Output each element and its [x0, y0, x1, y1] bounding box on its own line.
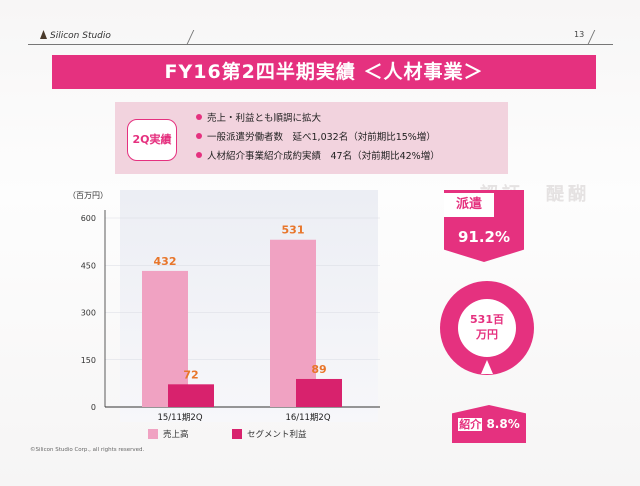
- logo-mark-icon: [40, 30, 47, 39]
- company-logo: Silicon Studio: [40, 30, 111, 41]
- header-rule: [28, 44, 613, 45]
- legend-item-sales: 売上高: [148, 428, 189, 440]
- y-tick-label: 600: [81, 214, 96, 223]
- referral-percent: 8.8%: [486, 417, 520, 431]
- legend-swatch: [232, 429, 242, 439]
- highlights-badge: 2Q実績: [127, 119, 177, 161]
- dispatch-label: 派遣: [444, 193, 494, 217]
- x-tick-label: 15/11期2Q: [157, 413, 202, 423]
- logo-text: Silicon Studio: [50, 31, 111, 41]
- data-label: 531: [282, 224, 305, 237]
- data-label: 432: [154, 255, 177, 268]
- dispatch-header: 派遣: [444, 190, 524, 230]
- y-tick-label: 150: [81, 356, 96, 365]
- legend-label: 売上高: [163, 430, 189, 440]
- bar-profit: [296, 378, 342, 407]
- highlight-text: 一般派遣労働者数 延べ1,032名（対前期比15%増）: [207, 132, 436, 143]
- y-tick-label: 0: [91, 403, 96, 412]
- legend-label: セグメント利益: [247, 430, 307, 440]
- highlight-item: 売上・利益とも順調に拡大: [196, 109, 440, 128]
- bar-profit: [168, 384, 214, 407]
- revenue-donut: [440, 281, 534, 375]
- highlights-box: [115, 102, 508, 174]
- donut-center-label: 531百万円: [460, 312, 514, 342]
- donut-label-line: 万円: [476, 328, 498, 341]
- highlight-item: 人材紹介事業紹介成約実績 47名（対前期比42%増）: [196, 147, 440, 166]
- highlights-list: 売上・利益とも順調に拡大 一般派遣労働者数 延べ1,032名（対前期比15%増）…: [196, 109, 440, 166]
- y-tick-label: 300: [81, 309, 96, 318]
- y-tick-label: 450: [81, 261, 96, 270]
- data-label: 72: [183, 368, 198, 381]
- legend-item-profit: セグメント利益: [232, 428, 307, 440]
- page-number: 13: [574, 30, 585, 39]
- chart-unit-label: （百万円）: [68, 191, 108, 200]
- highlight-item: 一般派遣労働者数 延べ1,032名（対前期比15%増）: [196, 128, 440, 147]
- data-label: 89: [311, 363, 326, 376]
- bullet-dot-icon: [196, 152, 202, 158]
- donut-label-line: 531百: [470, 313, 504, 326]
- copyright: ©Silicon Studio Corp., all rights reserv…: [30, 447, 145, 453]
- bullet-dot-icon: [196, 114, 202, 120]
- x-tick-label: 16/11期2Q: [285, 413, 330, 423]
- referral-label: 紹介: [458, 418, 483, 431]
- legend-swatch: [148, 429, 158, 439]
- dispatch-percent: 91.2%: [457, 228, 511, 246]
- bullet-dot-icon: [196, 133, 202, 139]
- slide-title: FY16第2四半期実績 ＜人材事業＞: [52, 55, 596, 89]
- highlight-text: 売上・利益とも順調に拡大: [207, 113, 322, 124]
- highlight-text: 人材紹介事業紹介成約実績 47名（対前期比42%増）: [207, 151, 440, 162]
- referral-text: 紹介 8.8%: [452, 416, 526, 432]
